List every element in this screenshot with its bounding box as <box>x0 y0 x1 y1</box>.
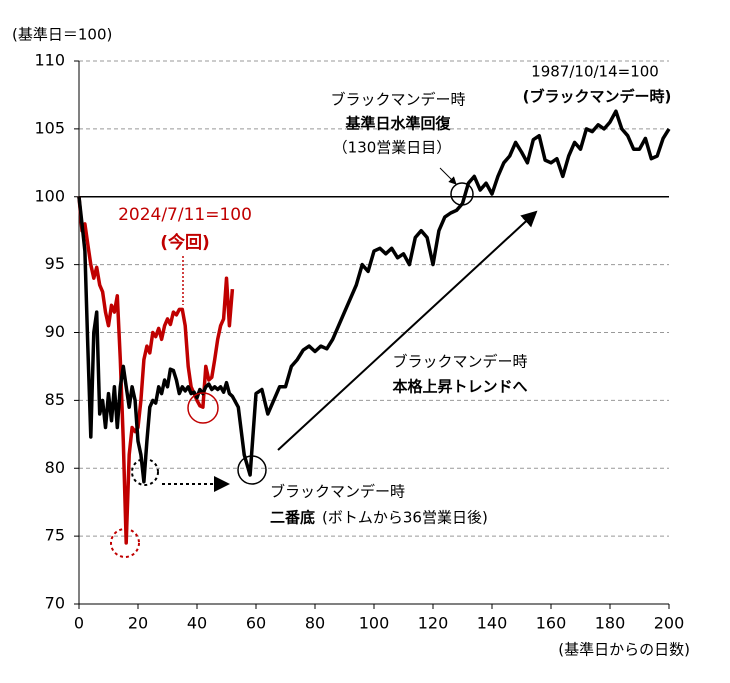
y-tick-label: 95 <box>45 254 65 273</box>
y-tick-label: 105 <box>34 118 65 137</box>
circle <box>187 392 219 424</box>
x-tick-label: 80 <box>305 614 325 633</box>
x-tick-label: 20 <box>128 614 148 633</box>
annotation: 1987/10/14=100 <box>531 63 659 81</box>
annotation: ブラックマンデー時 <box>392 353 527 371</box>
annotation: 本格上昇トレンドへ <box>392 378 527 396</box>
annotation: (ブラックマンデー時) <box>523 88 672 106</box>
series-line <box>77 196 235 545</box>
y-tick-label: 100 <box>34 186 65 205</box>
annotation: 基準日水準回復 <box>344 115 451 133</box>
x-tick-label: 140 <box>477 614 508 633</box>
series-line <box>77 109 671 484</box>
y-tick-label: 80 <box>45 458 65 477</box>
callouts <box>110 167 538 558</box>
x-tick-label: 180 <box>595 614 626 633</box>
circle <box>131 458 159 486</box>
annotation: (今回) <box>160 232 210 253</box>
x-tick-label: 40 <box>187 614 207 633</box>
y-tick-label: 90 <box>45 322 65 341</box>
arrow <box>277 210 538 451</box>
annotation: （130営業日目） <box>333 139 452 157</box>
y-axis-label: (基準日＝100) <box>12 26 112 44</box>
circle <box>237 455 267 485</box>
annotation: (ボトムから36営業日後) <box>322 509 488 527</box>
annotation: 2024/7/11=100 <box>118 205 252 225</box>
x-tick-label: 200 <box>654 614 685 633</box>
x-axis-label: (基準日からの日数) <box>558 641 690 659</box>
arrow <box>439 167 457 185</box>
annotation: ブラックマンデー時 <box>270 483 405 501</box>
y-tick-label: 110 <box>34 51 65 70</box>
x-tick-label: 160 <box>536 614 567 633</box>
annotation: ブラックマンデー時 <box>330 91 465 109</box>
y-tick-label: 85 <box>45 390 65 409</box>
x-tick-label: 0 <box>74 614 84 633</box>
annotation: 二番底 <box>270 509 315 527</box>
x-tick-label: 100 <box>359 614 390 633</box>
y-tick-label: 70 <box>45 594 65 613</box>
x-tick-label: 60 <box>246 614 266 633</box>
circle <box>450 182 474 206</box>
y-tick-label: 75 <box>45 526 65 545</box>
x-tick-label: 120 <box>418 614 449 633</box>
circle <box>110 528 140 558</box>
